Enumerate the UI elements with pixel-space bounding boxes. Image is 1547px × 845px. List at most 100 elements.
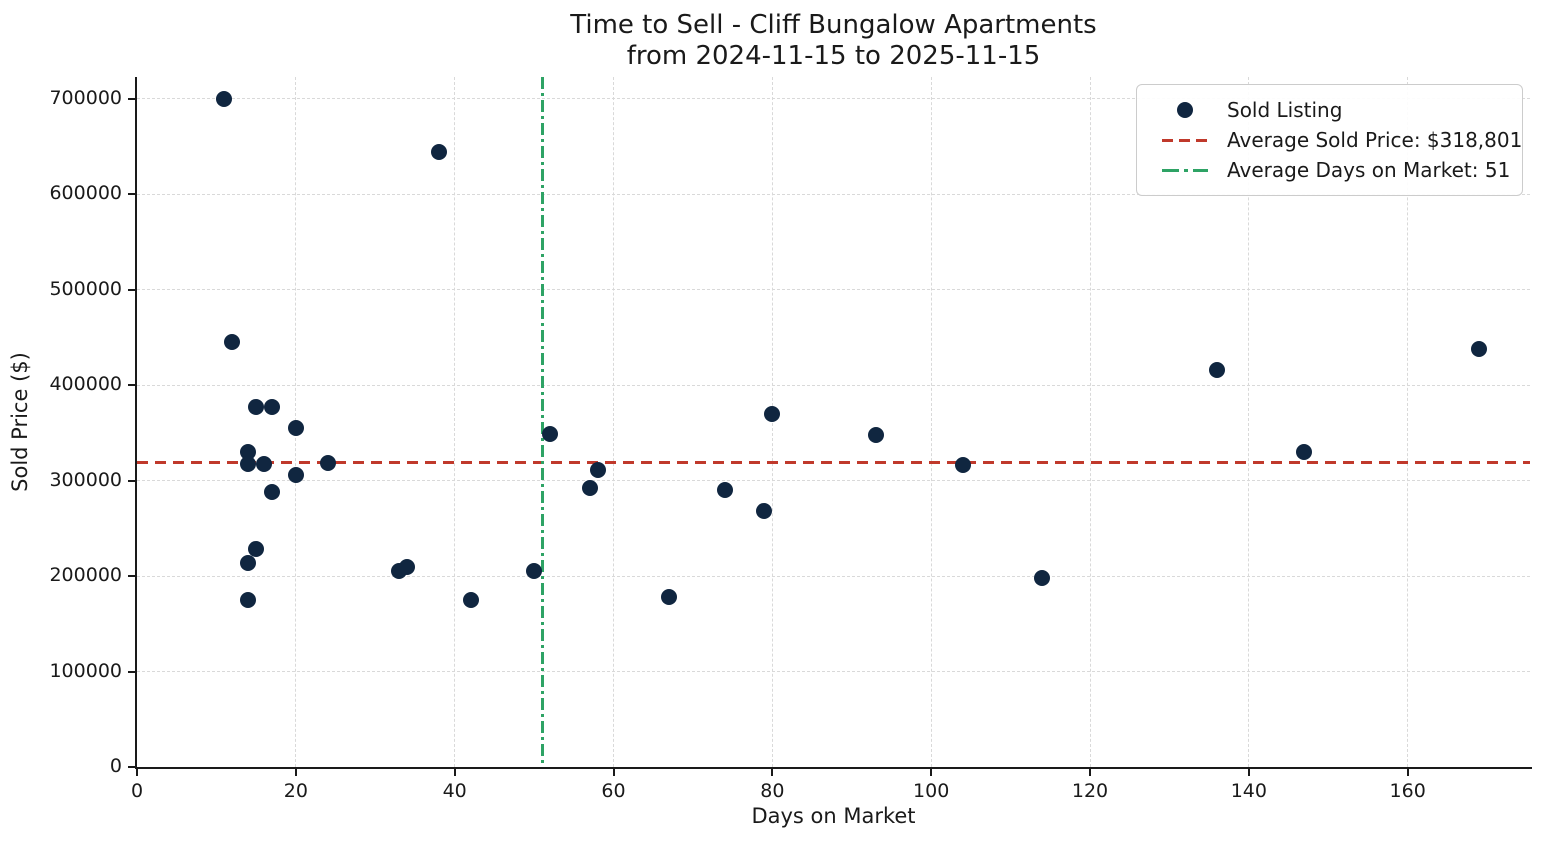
y-tick-mark [128, 670, 135, 673]
y-axis-spine [135, 77, 137, 769]
gridline-horizontal [137, 98, 1530, 100]
gridline-horizontal [137, 480, 1530, 482]
x-tick-mark [612, 769, 615, 776]
sold-listing-marker-icon [1161, 102, 1209, 118]
scatter-point [581, 480, 598, 497]
y-tick-label: 600000 [49, 182, 122, 205]
x-tick-label: 80 [760, 780, 785, 802]
scatter-point [264, 484, 280, 501]
plot-area [137, 77, 1530, 767]
scatter-point [526, 563, 543, 580]
gridline-horizontal [137, 384, 1530, 386]
legend-label: Average Days on Market: 51 [1227, 158, 1511, 182]
legend-label: Sold Listing [1227, 98, 1343, 122]
scatter-point [399, 558, 416, 575]
x-tick-label: 60 [601, 780, 626, 802]
scatter-point [287, 420, 304, 437]
y-tick-mark [128, 575, 135, 578]
x-tick-label: 100 [913, 780, 950, 802]
legend-item-sold-listing: Sold Listing [1161, 95, 1508, 125]
x-tick-mark [930, 769, 933, 776]
y-tick-mark [128, 193, 135, 196]
scatter-point [1471, 340, 1488, 357]
green-dashdot-line-icon [1162, 168, 1208, 172]
scatter-point [240, 591, 257, 608]
y-tick-mark [128, 97, 135, 100]
x-tick-label: 120 [1071, 780, 1109, 802]
x-tick-label: 40 [442, 780, 467, 802]
scatter-point [240, 455, 257, 472]
gridline-horizontal [137, 289, 1530, 291]
x-tick-label: 0 [130, 780, 144, 802]
x-tick-label: 160 [1389, 780, 1426, 802]
x-tick-mark [294, 769, 297, 776]
gridline-horizontal [137, 575, 1530, 577]
x-axis-spine [135, 767, 1532, 769]
chart-title: Time to Sell - Cliff Bungalow Apartments… [137, 10, 1530, 72]
scatter-point [661, 589, 678, 606]
y-tick-mark [128, 766, 135, 768]
scatter-point [756, 503, 773, 520]
scatter-dot-icon [1177, 102, 1193, 118]
gridline-vertical [1089, 77, 1091, 767]
gridline-vertical [613, 77, 614, 767]
scatter-point [462, 591, 479, 608]
scatter-point [264, 399, 280, 416]
scatter-point [248, 399, 265, 416]
scatter-point [224, 334, 241, 351]
scatter-point [216, 90, 233, 107]
scatter-point [764, 405, 781, 422]
x-axis-label: Days on Market [751, 804, 916, 828]
y-tick-mark [128, 384, 135, 387]
scatter-point [1034, 570, 1051, 587]
scatter-point [716, 482, 733, 499]
gridline-horizontal [137, 193, 1530, 195]
y-tick-mark [128, 479, 135, 482]
y-axis-label: Sold Price ($) [8, 352, 32, 492]
average-sold-price-line [137, 461, 1530, 465]
dashdot-line-icon [1161, 168, 1209, 172]
y-tick-label: 200000 [49, 564, 122, 587]
gridline-vertical [454, 77, 456, 767]
x-tick-mark [771, 769, 774, 776]
scatter-point [256, 455, 273, 472]
scatter-point [287, 466, 304, 483]
scatter-point [954, 457, 971, 474]
gridline-vertical [771, 77, 773, 767]
chart-title-line1: Time to Sell - Cliff Bungalow Apartments [570, 10, 1097, 40]
chart-title-line2: from 2024-11-15 to 2025-11-15 [626, 41, 1041, 71]
dashed-line-icon [1161, 138, 1209, 142]
scatter-point [319, 454, 336, 471]
x-tick-label: 20 [283, 780, 308, 802]
scatter-point [430, 144, 447, 161]
y-tick-mark [128, 288, 135, 291]
scatter-point [1209, 361, 1226, 378]
red-dashed-line-icon [1162, 138, 1208, 142]
scatter-point [240, 554, 257, 571]
scatter-point [1296, 444, 1313, 461]
gridline-vertical [1248, 77, 1250, 767]
y-tick-label: 700000 [49, 86, 122, 109]
x-tick-mark [136, 769, 138, 776]
y-tick-label: 500000 [49, 277, 122, 300]
gridline-vertical [930, 77, 932, 767]
scatter-point [541, 425, 558, 442]
x-tick-mark [453, 769, 456, 776]
legend-item-average-sold-price: Average Sold Price: $318,801 [1161, 125, 1522, 155]
scatter-point [589, 462, 606, 479]
average-days-on-market-line [540, 77, 544, 767]
y-tick-label: 100000 [49, 659, 122, 682]
y-tick-label: 400000 [49, 373, 122, 396]
x-tick-mark [1089, 769, 1092, 776]
gridline-vertical [1407, 77, 1409, 767]
y-tick-label: 0 [109, 755, 122, 777]
scatter-point [867, 426, 884, 443]
y-tick-label: 300000 [49, 468, 122, 491]
x-tick-label: 140 [1230, 780, 1267, 802]
legend-label: Average Sold Price: $318,801 [1227, 128, 1523, 152]
legend-item-average-days: Average Days on Market: 51 [1161, 155, 1511, 185]
scatter-point [248, 541, 265, 558]
gridline-horizontal [137, 671, 1530, 673]
x-tick-mark [1247, 769, 1250, 776]
